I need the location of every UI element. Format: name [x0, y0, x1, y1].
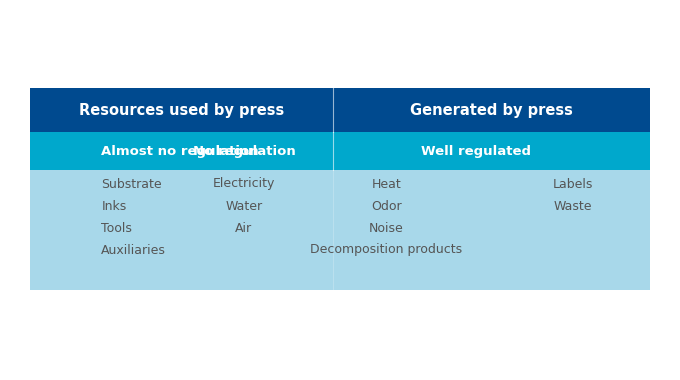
Bar — [30, 88, 650, 132]
Text: Odor: Odor — [371, 200, 402, 212]
Text: Decomposition products: Decomposition products — [311, 244, 462, 256]
Text: No regulation: No regulation — [192, 144, 295, 157]
Text: Labels: Labels — [552, 177, 593, 190]
Bar — [30, 170, 650, 290]
Text: Tools: Tools — [101, 222, 132, 234]
Text: Air: Air — [235, 222, 252, 234]
Text: Electricity: Electricity — [213, 177, 275, 190]
Text: Generated by press: Generated by press — [411, 103, 573, 117]
Text: Substrate: Substrate — [101, 177, 162, 190]
Text: Inks: Inks — [101, 200, 126, 212]
Text: Almost no regulation: Almost no regulation — [101, 144, 259, 157]
Text: Auxiliaries: Auxiliaries — [101, 244, 166, 256]
Text: Heat: Heat — [372, 177, 401, 190]
Text: Noise: Noise — [369, 222, 404, 234]
Bar — [30, 132, 650, 170]
Text: Waste: Waste — [554, 200, 592, 212]
Text: Water: Water — [225, 200, 262, 212]
Text: Well regulated: Well regulated — [422, 144, 531, 157]
Text: Resources used by press: Resources used by press — [80, 103, 284, 117]
